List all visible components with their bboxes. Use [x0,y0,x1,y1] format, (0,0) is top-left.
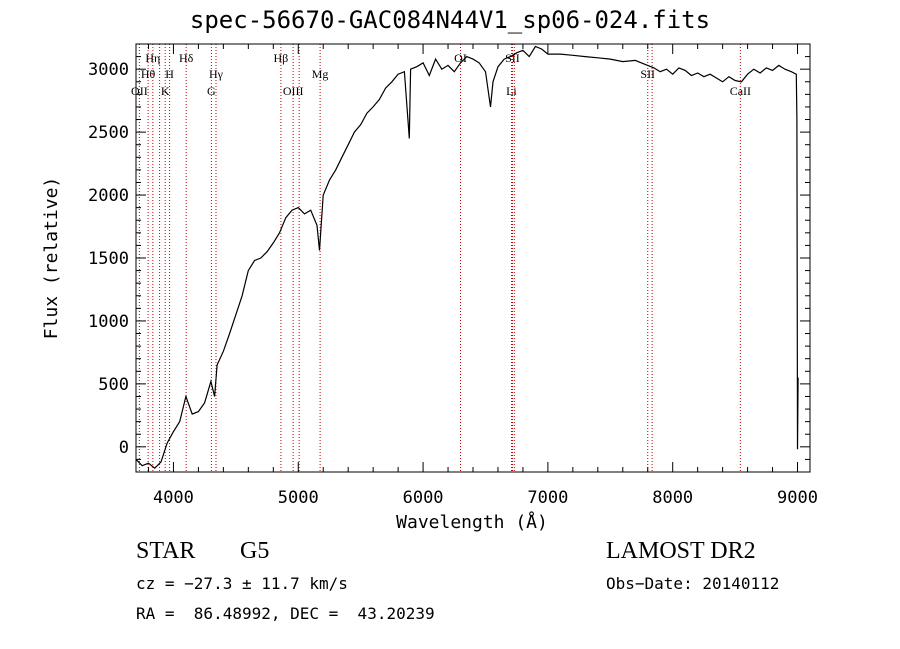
y-axis-label: Flux (relative) [41,177,62,340]
plot-frame [135,43,811,473]
redshift-readout: cz = −27.3 ± 11.7 km/s [136,574,348,593]
chart-title: spec-56670-GAC084N44V1_sp06-024.fits [189,6,711,34]
y-tick-label: 2000 [88,186,129,206]
x-tick-label: 8000 [652,488,693,508]
spectral-line-label: OI [454,51,467,65]
spectral-line-label: OII [131,84,148,98]
spectral-line-label: Hδ [179,51,194,65]
x-tick-label: 6000 [403,488,444,508]
observation-date: Obs−Date: 20140112 [606,574,780,593]
y-tick-label: 1500 [88,249,129,269]
spectral-line-label: OIII [283,84,304,98]
x-tick-label: 9000 [777,488,818,508]
x-tick-label: 4000 [153,488,194,508]
spectral-line-label: Hβ [274,51,289,65]
spectral-line-label: G [207,84,216,98]
y-tick-label: 1000 [88,312,129,332]
spectral-line-label: H [165,67,174,81]
spectral-line-label: Mg [312,67,329,81]
x-axis-label: Wavelength (Å) [396,511,548,533]
x-tick-label: 5000 [278,488,319,508]
spectrum-line [135,45,799,470]
spectral-line-label: Hγ [209,67,224,81]
spectral-line-label: CaII [730,84,751,98]
spectrum-layer [135,45,799,470]
spectral-line-label: K [161,84,170,98]
spectral-lines-layer: Hη Hθ OII HK Hδ Hγ G Hβ OIII Mg OI SII Li SII CaII [131,44,751,472]
y-tick-label: 3000 [88,60,129,80]
y-tick-label: 0 [119,438,129,458]
spectral-line-label: SII [505,51,520,65]
x-tick-label: 7000 [527,488,568,508]
coordinates-readout: RA = 86.48992, DEC = 43.20239 [136,604,435,623]
survey-name: LAMOST DR2 [606,538,756,564]
y-tick-label: 2500 [88,123,129,143]
spectral-line-label: Li [506,84,517,98]
spectral-line-label: Hη [145,51,160,65]
y-tick-label: 500 [98,375,129,395]
spectral-line-label: SII [640,67,655,81]
object-class: STAR [136,538,196,564]
spectral-line-label: Hθ [141,67,156,81]
object-subclass: G5 [240,538,270,564]
axis-ticks-layer: 4000 5000 6000 7000 8000 9000 0 500 1000 1500 2000… [88,43,818,508]
